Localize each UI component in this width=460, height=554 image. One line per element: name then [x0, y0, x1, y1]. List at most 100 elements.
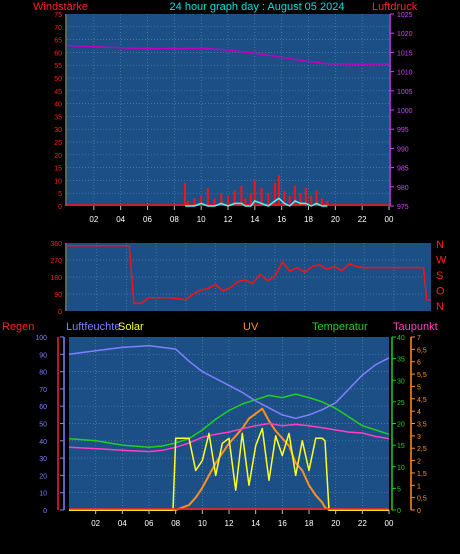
- temperature-tick-label: 5: [397, 486, 401, 493]
- dewpoint-label: Taupunkt: [393, 321, 438, 333]
- x-tick-label: 22: [358, 519, 367, 528]
- compass-label: O: [436, 286, 445, 298]
- x-tick-label: 04: [116, 215, 125, 224]
- uv-tick-label: 4,5: [417, 397, 427, 404]
- wind-tick-label: 20: [54, 153, 62, 160]
- x-tick-label: 00: [385, 519, 394, 528]
- direction-tick-label: 180: [50, 275, 62, 282]
- pressure-tick-label: 975: [397, 204, 409, 211]
- x-tick-label: 04: [118, 519, 127, 528]
- temperature-tick-label: 35: [397, 357, 405, 364]
- wind-tick-label: 75: [54, 12, 62, 19]
- wind-tick-label: 10: [54, 178, 62, 185]
- climate-grid: [69, 337, 389, 510]
- uv-tick-label: 7: [417, 335, 421, 342]
- x-tick-label: 02: [91, 519, 100, 528]
- wind-tick-label: 40: [54, 102, 62, 109]
- direction-tick-label: 360: [50, 241, 62, 248]
- x-tick-label: 12: [224, 215, 233, 224]
- wind-direction-grid: [67, 243, 424, 311]
- uv-tick-label: 3: [417, 434, 421, 441]
- humidity-tick-label: 10: [39, 491, 47, 498]
- pressure-tick-label: 980: [397, 185, 409, 192]
- uv-tick-label: 0,5: [417, 496, 427, 503]
- wind-tick-label: 45: [54, 89, 62, 96]
- x-tick-label: 22: [358, 215, 367, 224]
- humidity-tick-label: 60: [39, 404, 47, 411]
- temperature-tick-label: 40: [397, 335, 405, 342]
- humidity-tick-label: 40: [39, 439, 47, 446]
- x-tick-label: 00: [385, 215, 394, 224]
- pressure-tick-label: 1005: [397, 89, 413, 96]
- top-x-axis: 02 04 06 08 10 12 14 16 18 20 22 00: [89, 206, 394, 224]
- direction-tick-label: 90: [54, 292, 62, 299]
- uv-tick-label: 2,5: [417, 446, 427, 453]
- x-tick-label: 08: [171, 519, 180, 528]
- wind-tick-label: 25: [54, 140, 62, 147]
- x-tick-label: 12: [225, 519, 234, 528]
- wind-speed-label: Windstärke: [33, 1, 88, 13]
- direction-tick-label: 270: [50, 258, 62, 265]
- uv-tick-label: 3,5: [417, 422, 427, 429]
- direction-tick-label: 0: [58, 309, 62, 316]
- wind-tick-label: 70: [54, 25, 62, 32]
- pressure-tick-label: 995: [397, 127, 409, 134]
- x-tick-label: 14: [251, 519, 260, 528]
- uv-label: UV: [243, 321, 259, 333]
- compass-label: N: [436, 239, 444, 251]
- humidity-tick-label: 30: [39, 456, 47, 463]
- uv-tick-label: 1: [417, 483, 421, 490]
- wind-tick-label: 30: [54, 127, 62, 134]
- wind-tick-label: 55: [54, 63, 62, 70]
- x-tick-label: 06: [143, 215, 152, 224]
- uv-line: [69, 407, 389, 511]
- wind-tick-label: 60: [54, 50, 62, 57]
- solar-line: [69, 427, 389, 511]
- humidity-tick-label: 80: [39, 370, 47, 377]
- temperature-axis: 40 35 30 25 20 15 10 5 0: [391, 335, 405, 515]
- x-tick-label: 10: [198, 519, 207, 528]
- uv-tick-label: 1,5: [417, 471, 427, 478]
- humidity-tick-label: 0: [43, 508, 47, 515]
- x-tick-label: 08: [170, 215, 179, 224]
- pressure-label: Luftdruck: [372, 1, 418, 13]
- pressure-tick-label: 985: [397, 166, 409, 173]
- graph-title: 24 hour graph day : August 05 2024: [170, 1, 345, 13]
- compass-label: W: [436, 255, 447, 267]
- wind-tick-label: 50: [54, 76, 62, 83]
- wind-direction-axis: 360 270 180 90 0: [50, 241, 67, 316]
- wind-tick-label: 0: [58, 204, 62, 211]
- humidity-tick-label: 50: [39, 422, 47, 429]
- dewpoint-line: [68, 422, 390, 453]
- temperature-label: Temperatur: [312, 321, 368, 333]
- uv-tick-label: 2: [417, 459, 421, 466]
- uv-tick-label: 5,5: [417, 372, 427, 379]
- wind-tick-label: 35: [54, 114, 62, 121]
- x-tick-label: 16: [277, 215, 286, 224]
- temperature-tick-label: 25: [397, 400, 405, 407]
- pressure-tick-label: 1020: [397, 31, 413, 38]
- temperature-tick-label: 15: [397, 443, 405, 450]
- pressure-axis: 1025 1020 1015 1010 1005 1000 995 990 985 980 975: [389, 12, 413, 211]
- temperature-tick-label: 20: [397, 422, 405, 429]
- pressure-tick-label: 1015: [397, 50, 413, 57]
- temperature-tick-label: 30: [397, 378, 405, 385]
- uv-axis: 7 6,5 6 5,5 5 4,5 4 3,5 3 2,5 2 1,5 1 0,5 0: [410, 335, 427, 515]
- humidity-tick-label: 20: [39, 473, 47, 480]
- pressure-line: [66, 44, 390, 66]
- pressure-tick-label: 1025: [397, 12, 413, 19]
- temperature-tick-label: 0: [397, 508, 401, 515]
- climate-series: [68, 344, 390, 511]
- solar-label: Solar: [118, 321, 144, 333]
- temperature-line: [68, 393, 390, 449]
- x-tick-label: 10: [197, 215, 206, 224]
- wind-pressure-panel: 24 hour graph day : August 05 2024 Winds…: [33, 1, 418, 224]
- x-tick-label: 18: [304, 215, 313, 224]
- x-tick-label: 06: [145, 519, 154, 528]
- humidity-tick-label: 90: [39, 352, 47, 359]
- compass-label: S: [436, 270, 443, 282]
